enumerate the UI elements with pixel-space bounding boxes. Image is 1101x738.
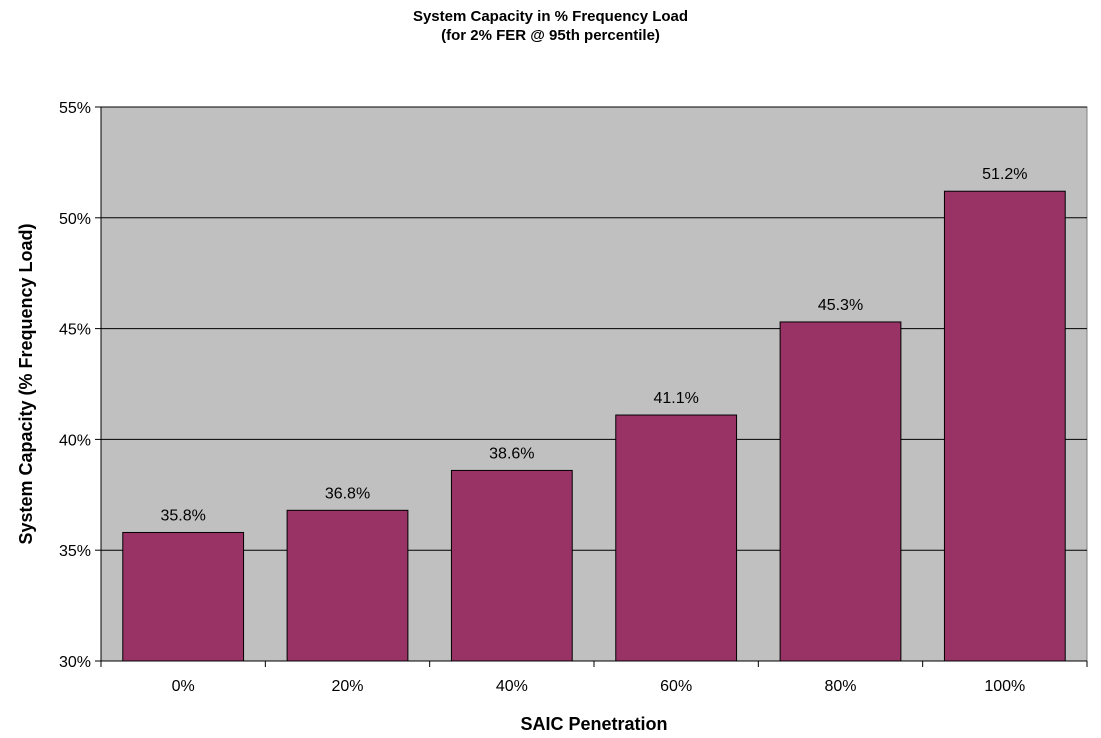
x-tick-label: 80% [824, 678, 856, 695]
data-label: 38.6% [489, 445, 534, 462]
bar [122, 531, 245, 662]
data-label: 35.8% [160, 507, 205, 524]
y-tick-label: 40% [59, 432, 91, 449]
x-tick-label: 20% [331, 678, 363, 695]
bars [122, 190, 1066, 662]
bar [615, 414, 738, 662]
x-tick-label: 0% [172, 678, 195, 695]
y-axis: 30% 35% 40% 45% 50% 55% [59, 100, 102, 671]
bar [286, 509, 409, 662]
bar [779, 321, 902, 662]
y-tick-label: 55% [59, 100, 91, 117]
plot-area [100, 106, 1088, 662]
chart-subtitle: (for 2% FER @ 95th percentile) [441, 27, 660, 44]
data-label: 45.3% [818, 297, 863, 314]
data-labels: 35.8% 36.8% 38.6% 41.1% 45.3% 51.2% [160, 166, 1027, 524]
x-axis-title: SAIC Penetration [520, 714, 667, 734]
y-tick-label: 30% [59, 654, 91, 671]
data-label: 41.1% [653, 390, 698, 407]
bar [450, 469, 573, 662]
x-tick-label: 40% [496, 678, 528, 695]
x-tick-label: 60% [660, 678, 692, 695]
data-label: 36.8% [325, 485, 370, 502]
data-label: 51.2% [982, 166, 1027, 183]
y-tick-label: 50% [59, 211, 91, 228]
bar [943, 190, 1066, 662]
gridlines [101, 106, 1087, 551]
chart-title: System Capacity in % Frequency Load [412, 8, 689, 25]
y-tick-label: 45% [59, 322, 91, 339]
x-tick-label: 100% [984, 678, 1025, 695]
y-tick-label: 35% [59, 543, 91, 560]
x-axis: 0% 20% 40% 60% 80% 100% [100, 660, 1088, 695]
y-axis-title: System Capacity (% Frequency Load) [16, 223, 36, 544]
